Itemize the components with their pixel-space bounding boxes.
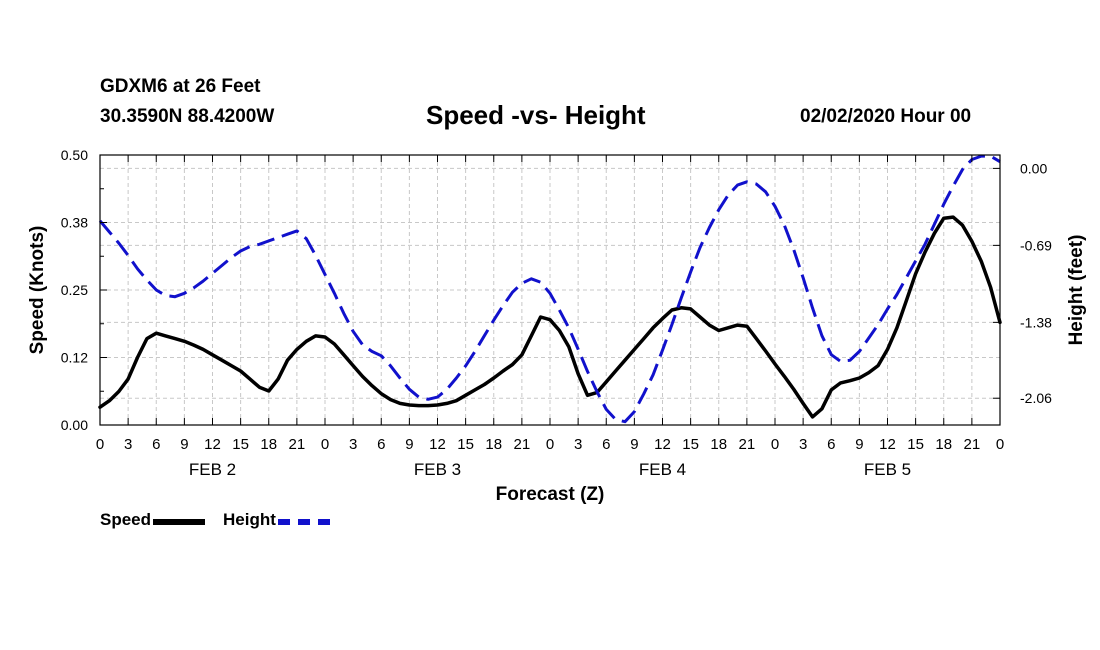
x-tick-label: 0: [321, 436, 329, 453]
legend-item-height: Height: [223, 510, 330, 530]
x-tick-label: 9: [855, 436, 863, 453]
legend: Speed Height: [100, 509, 348, 531]
x-tick-label: 3: [799, 436, 807, 453]
x-tick-label: 3: [349, 436, 357, 453]
x-tick-label: 0: [996, 436, 1004, 453]
y-tick-label: 0.12: [61, 350, 88, 366]
y2-tick-label: -2.06: [1020, 390, 1052, 406]
x-axis-title: Forecast (Z): [496, 484, 605, 505]
forecast-datetime: 02/02/2020 Hour 00: [800, 106, 972, 127]
y-tick-label: 0.38: [61, 215, 88, 231]
x-tick-label: 9: [630, 436, 638, 453]
x-tick-label: 3: [574, 436, 582, 453]
x-tick-label: 21: [964, 436, 981, 453]
x-tick-label: 18: [260, 436, 277, 453]
x-tick-label: 6: [152, 436, 160, 453]
day-label: FEB 5: [864, 460, 911, 479]
series-line-height: [98, 154, 1001, 424]
series-line-speed: [98, 215, 1002, 419]
day-label: FEB 2: [189, 460, 236, 479]
x-tick-label: 18: [935, 436, 952, 453]
x-tick-label: 15: [232, 436, 249, 453]
y-tick-label: 0.00: [61, 417, 88, 433]
station-coordinates: 30.3590N 88.4200W: [100, 106, 275, 127]
y2-tick-label: -0.69: [1020, 237, 1052, 253]
x-tick-label: 18: [710, 436, 727, 453]
legend-height-label: Height: [223, 510, 276, 529]
x-tick-label: 15: [682, 436, 699, 453]
legend-speed-label: Speed: [100, 510, 152, 529]
day-label: FEB 3: [414, 460, 461, 479]
x-tick-label: 12: [879, 436, 896, 453]
x-tick-label: 12: [429, 436, 446, 453]
legend-height-swatch: [277, 518, 330, 525]
y-tick-label: 0.25: [61, 282, 88, 298]
x-tick-label: 3: [124, 436, 132, 453]
station-label: GDXM6 at 26 Feet: [100, 76, 261, 97]
x-tick-label: 12: [654, 436, 671, 453]
x-tick-label: 21: [289, 436, 306, 453]
chart-title: Speed -vs- Height: [426, 100, 646, 130]
x-tick-label: 0: [771, 436, 779, 453]
x-tick-label: 6: [602, 436, 610, 453]
y-tick-label: 0.50: [61, 147, 88, 163]
day-label: FEB 4: [639, 460, 686, 479]
x-tick-label: 6: [827, 436, 835, 453]
x-tick-label: 9: [180, 436, 188, 453]
x-tick-label: 6: [377, 436, 385, 453]
y2-axis-title: Height (feet): [1066, 235, 1087, 346]
legend-item-speed: Speed: [100, 510, 206, 530]
x-tick-label: 21: [739, 436, 756, 453]
x-tick-label: 15: [907, 436, 924, 453]
x-tick-label: 21: [514, 436, 531, 453]
legend-speed-swatch: [153, 518, 206, 525]
y2-tick-label: -1.38: [1020, 314, 1052, 330]
x-tick-label: 18: [485, 436, 502, 453]
x-tick-label: 12: [204, 436, 221, 453]
x-tick-label: 0: [96, 436, 104, 453]
x-tick-label: 0: [546, 436, 554, 453]
y-axis-title: Speed (Knots): [27, 226, 48, 355]
y2-tick-label: 0.00: [1020, 160, 1047, 176]
x-tick-label: 15: [457, 436, 474, 453]
x-tick-label: 9: [405, 436, 413, 453]
